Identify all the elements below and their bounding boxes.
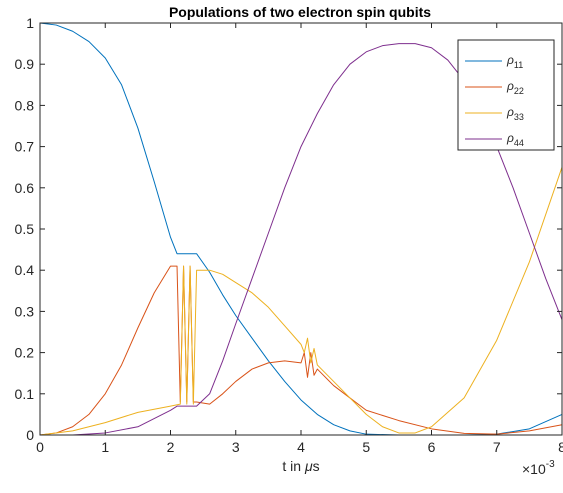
- y-tick-label: 0.2: [15, 345, 35, 361]
- legend-symbol: ρ: [506, 53, 514, 67]
- x-multiplier-exponent: -3: [546, 459, 555, 470]
- series-line-2: [39, 265, 563, 436]
- x-tick-label: 8: [558, 439, 563, 455]
- y-axis-ticks: 0 0.1 0.2 0.3 0.4 0.5 0.6 0.7 0.8 0.9 1: [15, 15, 562, 443]
- legend-box: [457, 39, 555, 151]
- x-tick-label: 5: [362, 439, 370, 455]
- x-axis-label-mu: μ: [304, 458, 313, 474]
- legend-label-4: ρ44: [506, 131, 524, 148]
- legend-subscript: 11: [514, 60, 523, 70]
- y-tick-label: 0.6: [15, 180, 35, 196]
- plot-frame-outline: [39, 22, 563, 436]
- legend-symbol: ρ: [506, 105, 514, 119]
- legend-symbol: ρ: [506, 131, 514, 145]
- x-tick-label: 1: [101, 439, 109, 455]
- y-tick-label: 0.7: [15, 139, 35, 155]
- x-axis-label: t in μs: [282, 458, 319, 474]
- x-multiplier-base: ×10: [522, 461, 546, 477]
- legend-label-1: ρ11: [506, 53, 523, 70]
- x-tick-label: 4: [297, 439, 305, 455]
- y-tick-label: 0: [26, 427, 34, 443]
- x-tick-label: 0: [36, 439, 44, 455]
- x-axis-label-suffix: s: [313, 458, 320, 474]
- series-line-3: [39, 167, 563, 436]
- legend-label-2: ρ22: [506, 79, 524, 96]
- y-tick-label: 0.3: [15, 303, 35, 319]
- y-tick-label: 0.1: [15, 386, 35, 402]
- y-tick-label: 0.9: [15, 56, 35, 72]
- x-tick-label: 6: [428, 439, 436, 455]
- chart-title: Populations of two electron spin qubits: [169, 4, 431, 20]
- legend-subscript: 44: [514, 138, 524, 148]
- y-tick-label: 1: [26, 15, 34, 31]
- legend-subscript: 33: [514, 112, 524, 122]
- x-tick-label: 2: [167, 439, 175, 455]
- y-tick-label: 0.5: [15, 221, 35, 237]
- legend-symbol: ρ: [506, 79, 514, 93]
- x-axis-ticks: 0 1 2 3 4 5 6 7 8: [36, 23, 563, 455]
- x-axis-label-prefix: t in: [282, 458, 305, 474]
- x-axis-multiplier: ×10-3: [522, 459, 555, 477]
- y-tick-label: 0.4: [15, 262, 35, 278]
- x-tick-label: 3: [232, 439, 240, 455]
- legend-subscript: 22: [514, 86, 524, 96]
- legend-label-3: ρ33: [506, 105, 524, 122]
- x-tick-label: 7: [493, 439, 501, 455]
- y-tick-label: 0.8: [15, 97, 35, 113]
